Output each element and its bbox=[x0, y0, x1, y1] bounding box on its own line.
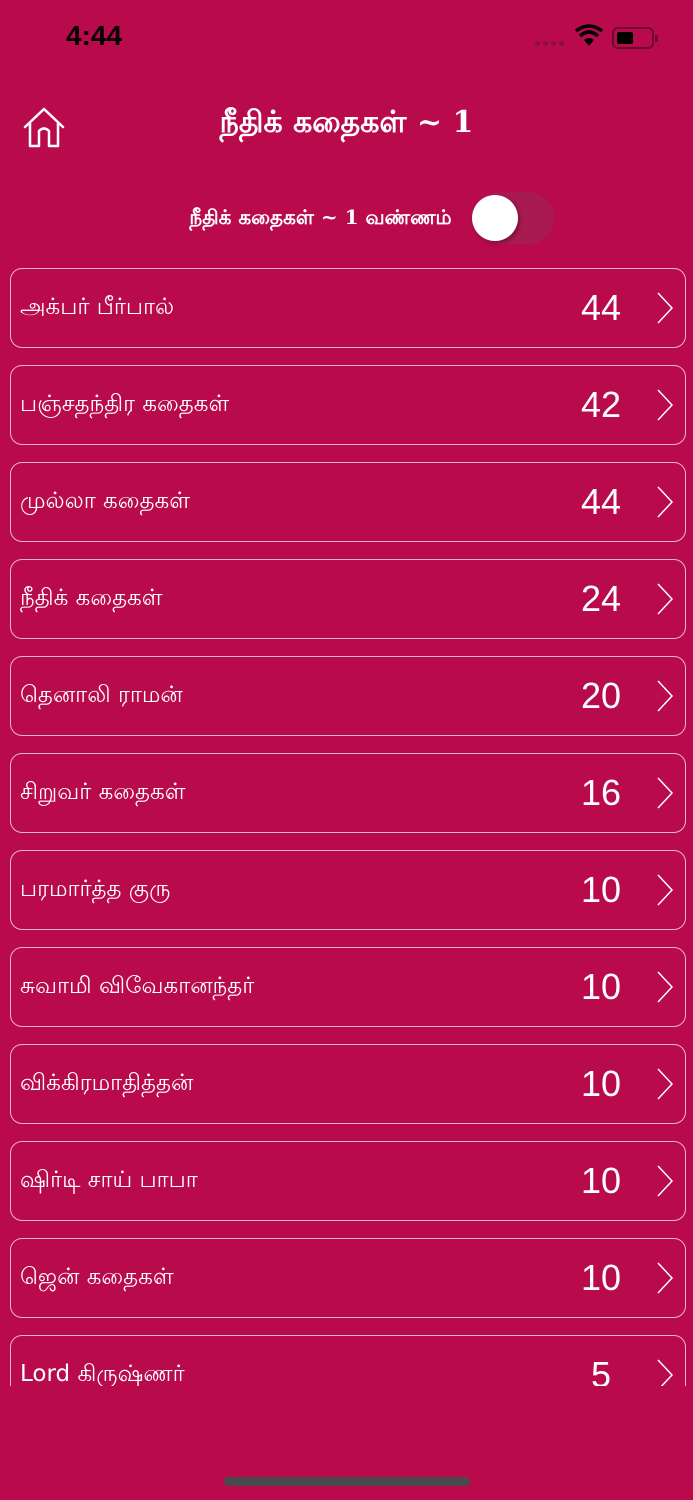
chevron-right-icon bbox=[657, 1068, 674, 1100]
story-count: 10 bbox=[580, 869, 622, 910]
category-row[interactable]: சிறுவர் கதைகள் 16 bbox=[10, 753, 686, 833]
category-list: அக்பர் பீர்பால் 44 பஞ்சதந்திர கதைகள் 42 முல்… bbox=[10, 268, 686, 1386]
home-indicator[interactable] bbox=[224, 1477, 470, 1486]
category-name: முல்லா கதைகள் bbox=[20, 487, 190, 514]
category-row[interactable]: தெனாலி ராமன் 20 bbox=[10, 656, 686, 736]
story-count: 20 bbox=[580, 675, 622, 716]
category-name: தெனாலி ராமன் bbox=[20, 681, 183, 708]
category-row[interactable]: அக்பர் பீர்பால் 44 bbox=[10, 268, 686, 348]
category-name: விக்கிரமாதித்தன் bbox=[20, 1069, 194, 1096]
chevron-right-icon bbox=[657, 1262, 674, 1294]
category-row[interactable]: ஜென் கதைகள் 10 bbox=[10, 1238, 686, 1318]
category-row[interactable]: பரமார்த்த குரு 10 bbox=[10, 850, 686, 930]
chevron-right-icon bbox=[657, 680, 674, 712]
story-count: 5 bbox=[590, 1354, 612, 1386]
category-name: ஷிர்டி சாய் பாபா bbox=[20, 1166, 198, 1193]
chevron-right-icon bbox=[657, 874, 674, 906]
category-row[interactable]: சுவாமி விவேகானந்தர் 10 bbox=[10, 947, 686, 1027]
story-count: 44 bbox=[580, 481, 622, 522]
story-count: 10 bbox=[580, 1257, 622, 1298]
category-row[interactable]: நீதிக் கதைகள் 24 bbox=[10, 559, 686, 639]
story-count: 10 bbox=[580, 1160, 622, 1201]
category-row[interactable]: ஷிர்டி சாய் பாபா 10 bbox=[10, 1141, 686, 1221]
story-count: 24 bbox=[580, 578, 622, 619]
category-name: சிறுவர் கதைகள் bbox=[20, 778, 186, 805]
chevron-right-icon bbox=[657, 486, 674, 518]
category-row[interactable]: Lord கிருஷ்ணர் 5 bbox=[10, 1335, 686, 1386]
story-count: 44 bbox=[580, 287, 622, 328]
story-count: 10 bbox=[580, 966, 622, 1007]
category-row[interactable]: பஞ்சதந்திர கதைகள் 42 bbox=[10, 365, 686, 445]
battery-icon bbox=[612, 27, 658, 49]
wifi-icon bbox=[574, 24, 604, 46]
category-name: பரமார்த்த குரு bbox=[20, 875, 171, 902]
category-row[interactable]: முல்லா கதைகள் 44 bbox=[10, 462, 686, 542]
category-name: ஜென் கதைகள் bbox=[20, 1263, 174, 1290]
home-icon[interactable] bbox=[22, 106, 66, 148]
chevron-right-icon bbox=[657, 583, 674, 615]
chevron-right-icon bbox=[657, 292, 674, 324]
story-count: 16 bbox=[580, 772, 622, 813]
chevron-right-icon bbox=[657, 971, 674, 1003]
category-name: சுவாமி விவேகானந்தர் bbox=[20, 972, 255, 999]
story-count: 42 bbox=[580, 384, 622, 425]
category-row[interactable]: விக்கிரமாதித்தன் 10 bbox=[10, 1044, 686, 1124]
chevron-right-icon bbox=[657, 1359, 674, 1386]
story-count: 10 bbox=[580, 1063, 622, 1104]
chevron-right-icon bbox=[657, 777, 674, 809]
chevron-right-icon bbox=[657, 1165, 674, 1197]
category-name: பஞ்சதந்திர கதைகள் bbox=[20, 390, 230, 417]
status-time: 4:44 bbox=[66, 20, 123, 51]
page-title: நீதிக் கதைகள் ~ 1 bbox=[219, 105, 474, 140]
color-toggle[interactable] bbox=[471, 192, 554, 244]
cellular-signal-icon bbox=[535, 41, 564, 46]
category-name: நீதிக் கதைகள் bbox=[20, 584, 163, 611]
color-toggle-row: நீதிக் கதைகள் ~ 1 வண்ணம் bbox=[0, 192, 693, 244]
category-name: அக்பர் பீர்பால் bbox=[20, 293, 175, 320]
toggle-label: நீதிக் கதைகள் ~ 1 வண்ணம் bbox=[189, 204, 452, 229]
category-name: Lord கிருஷ்ணர் bbox=[20, 1360, 185, 1387]
chevron-right-icon bbox=[657, 389, 674, 421]
